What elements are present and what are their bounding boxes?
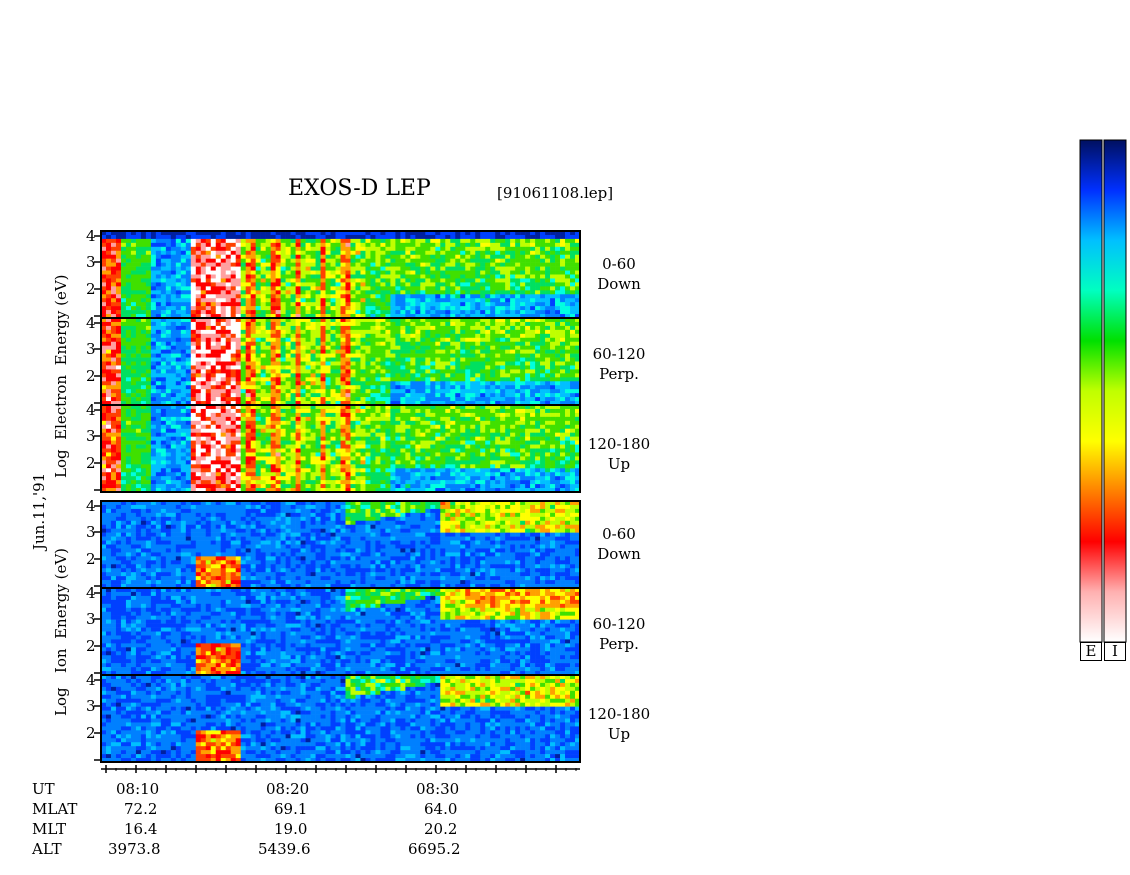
colorbar-label-i: I	[1104, 642, 1126, 661]
y-tick-label: 4	[86, 584, 96, 602]
y-tick-label: 3	[86, 523, 96, 541]
alt-value-3: 6695.2	[408, 840, 461, 858]
y-tick-label: 4	[86, 401, 96, 419]
date-label: Jun.11,'91	[30, 472, 48, 550]
spectrogram-panel	[100, 587, 581, 676]
panel-label-e-down: 0-60 Down	[597, 255, 641, 293]
spectrogram-panel	[100, 230, 581, 319]
orbit-label-mlt: MLT	[32, 820, 67, 838]
y-tick-label: 3	[86, 697, 96, 715]
mlt-value-2: 19.0	[274, 820, 308, 838]
ut-value-1: 08:10	[116, 780, 160, 798]
mlat-value-1: 72.2	[124, 800, 158, 818]
y-tick-label: 3	[86, 610, 96, 628]
ut-value-2: 08:20	[266, 780, 310, 798]
orbit-label-alt: ALT	[32, 840, 62, 858]
panel-label-i-up: 120-180 Up	[587, 705, 651, 743]
spectrogram-panel	[100, 317, 581, 406]
spectrogram-panel	[100, 674, 581, 763]
panel-label-i-perp: 60-120 Perp.	[592, 615, 646, 653]
colorbar-e	[1079, 139, 1103, 643]
colorbar-i	[1103, 139, 1127, 643]
y-tick-label: 2	[86, 550, 96, 568]
electron-ylabel: Log Electron Energy (eV)	[52, 274, 70, 478]
mlat-value-3: 64.0	[424, 800, 458, 818]
ion-ylabel: Log Ion Energy (eV)	[52, 547, 70, 716]
orbit-label-ut: UT	[32, 780, 55, 798]
panel-label-e-up: 120-180 Up	[587, 435, 651, 473]
spectrogram-panel	[100, 404, 581, 493]
panel-label-e-perp: 60-120 Perp.	[592, 345, 646, 383]
y-tick-label: 4	[86, 314, 96, 332]
y-tick-label: 2	[86, 724, 96, 742]
y-tick-label: 2	[86, 637, 96, 655]
y-tick-label: 2	[86, 367, 96, 385]
y-tick-label: 3	[86, 340, 96, 358]
colorbar-label-e: E	[1080, 642, 1102, 661]
y-tick-label: 4	[86, 227, 96, 245]
mlt-value-1: 16.4	[124, 820, 158, 838]
y-tick-label: 4	[86, 671, 96, 689]
orbit-label-mlat: MLAT	[32, 800, 78, 818]
y-tick-label: 2	[86, 280, 96, 298]
mlt-value-3: 20.2	[424, 820, 458, 838]
alt-value-2: 5439.6	[258, 840, 311, 858]
y-tick-label: 3	[86, 253, 96, 271]
y-tick-label: 4	[86, 497, 96, 515]
y-tick-label: 3	[86, 427, 96, 445]
spectrogram-panel	[100, 500, 581, 589]
file-name: [91061108.lep]	[497, 184, 614, 202]
chart-title: EXOS-D LEP	[288, 176, 431, 201]
y-tick-label: 2	[86, 454, 96, 472]
ut-value-3: 08:30	[416, 780, 460, 798]
alt-value-1: 3973.8	[108, 840, 161, 858]
mlat-value-2: 69.1	[274, 800, 308, 818]
panel-label-i-down: 0-60 Down	[597, 525, 641, 563]
